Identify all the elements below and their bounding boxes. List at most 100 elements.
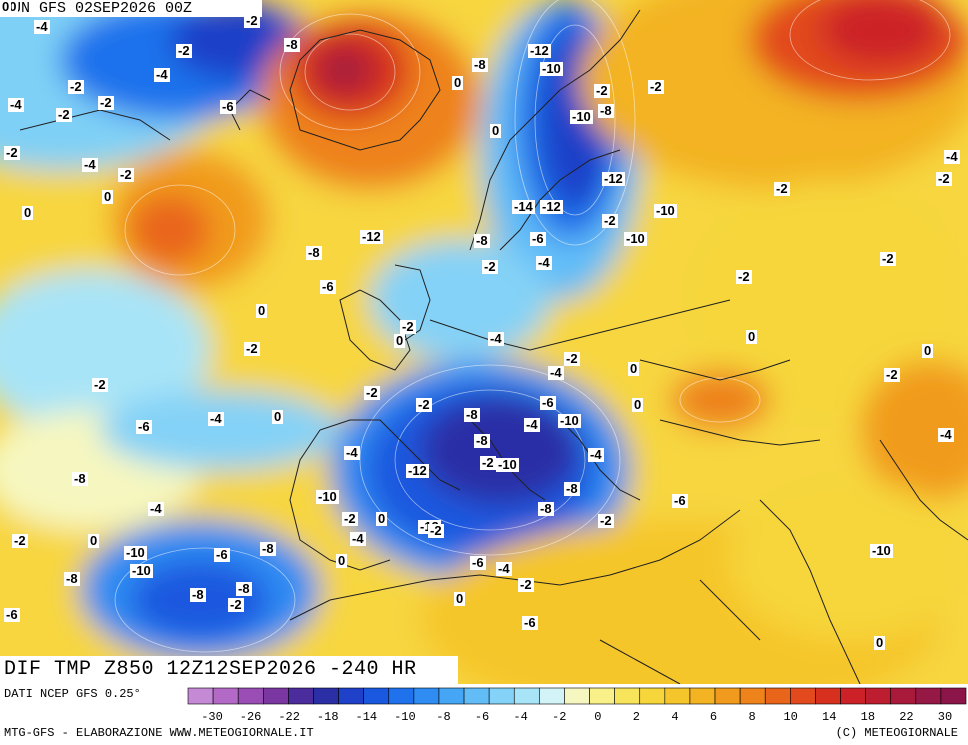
map-value-label: -12 [528,43,551,58]
map-value-label: -8 [260,541,276,556]
colorbar-swatch [840,687,866,705]
map-value-label: -4 [496,561,512,576]
colorbar-swatch [940,687,967,705]
map-value-label: -2 [936,171,952,186]
map-value-label: 0 [632,397,644,412]
map-value-label: -2 [480,455,496,470]
map-value-label: -2 [648,79,664,94]
map-value-label: -2 [884,367,900,382]
map-value-label: -4 [34,19,50,34]
map-value-label: 0 [394,333,406,348]
map-value-label: -10 [540,61,563,76]
colorbar-tick-label: -22 [278,710,300,724]
map-value-label: -4 [524,417,540,432]
colorbar-tick-label: -26 [240,710,262,724]
map-value-label: -4 [944,149,960,164]
map-value-label: -10 [558,413,581,428]
colorbar-swatch [915,687,942,705]
map-value-label: -8 [236,581,252,596]
map-value-label: -4 [154,67,170,82]
map-value-label: -8 [284,37,300,52]
colorbar-swatch [237,687,264,705]
map-value-label: -8 [564,481,580,496]
map-value-label: -2 [12,533,28,548]
map-value-label: 0 [88,533,100,548]
colorbar-tick-label: 0 [594,710,601,724]
map-value-label: -2 [68,79,84,94]
colorbar-tick-label: -30 [201,710,223,724]
map-value-label: -6 [672,493,688,508]
colorbar-tick-label: 4 [671,710,678,724]
map-value-label: -4 [548,365,564,380]
colorbar-swatch [639,687,666,705]
map-value-label: -2 [98,95,114,110]
map-value-label: 0 [0,0,12,14]
colorbar-swatch [589,687,615,705]
temperature-anomaly-map [0,0,968,684]
map-value-label: -6 [4,607,20,622]
map-value-label: -2 [244,13,260,28]
map-value-label: -4 [148,501,164,516]
map-value-label: -4 [488,331,504,346]
colorbar-swatch [438,687,465,705]
map-value-label: 0 [452,75,464,90]
map-value-label: 0 [746,329,758,344]
coastlines [19,9,968,684]
run-title: RUN GFS 02SEP2026 00Z [0,0,262,17]
colorbar-tick-label: 30 [938,710,952,724]
map-value-label: -12 [360,229,383,244]
colorbar-tick-label: 6 [710,710,717,724]
map-value-label: -2 [92,377,108,392]
map-value-label: -2 [598,513,614,528]
map-value-label: -2 [594,83,610,98]
colorbar-swatch [288,687,314,705]
colorbar-swatch [187,687,214,705]
map-value-label: 0 [922,343,934,358]
map-value-label: -2 [118,167,134,182]
map-value-label: -2 [416,397,432,412]
colorbar-tick-label: 10 [783,710,797,724]
map-value-label: -4 [938,427,954,442]
map-value-label: 0 [336,553,348,568]
map-panel: RUN GFS 02SEP2026 00Z -4 -2 -4 -4 -2 -2 -2 -2 -4… [0,0,968,684]
map-value-label: -4 [208,411,224,426]
map-value-label: -6 [136,419,152,434]
colorbar-swatch [764,687,791,705]
colorbar-tick-label: -8 [436,710,450,724]
map-value-label: 0 [272,409,284,424]
map-value-label: -12 [406,463,429,478]
map-value-label: 0 [454,591,466,606]
map-value-label: -8 [474,433,490,448]
map-value-label: -4 [344,445,360,460]
colorbar-swatch [614,687,641,705]
map-value-label: -4 [588,447,604,462]
map-value-label: -8 [464,407,480,422]
map-value-label: -12 [602,171,625,186]
colorbar-swatch [463,687,490,705]
colorbar-swatch [363,687,390,705]
colorbar-swatch [890,687,917,705]
map-value-label: -6 [320,279,336,294]
map-value-label: -2 [228,597,244,612]
map-value-label: -2 [364,385,380,400]
map-value-label: -6 [220,99,236,114]
map-value-label: -2 [342,511,358,526]
map-value-label: -4 [350,531,366,546]
colorbar-swatch [689,687,716,705]
colorbar-tick-label: -10 [394,710,416,724]
colorbar-swatch [488,687,515,705]
map-value-label: -2 [176,43,192,58]
colorbar-swatch [413,687,440,705]
map-value-label: -10 [654,203,677,218]
credit-left: MTG-GFS - ELABORAZIONE WWW.METEOGIORNALE… [4,726,314,740]
product-title: DIF TMP Z850 12Z12SEP2026 -240 HR [0,656,458,684]
colorbar-swatch [714,687,741,705]
colorbar-tick-label: -18 [317,710,339,724]
data-source-label: DATI NCEP GFS 0.25° [4,687,141,701]
map-value-label: -10 [870,543,893,558]
map-value-label: -12 [540,199,563,214]
map-value-label: -8 [598,103,614,118]
map-value-label: -2 [428,523,444,538]
map-value-label: -2 [56,107,72,122]
colorbar-tick-label: -2 [552,710,566,724]
